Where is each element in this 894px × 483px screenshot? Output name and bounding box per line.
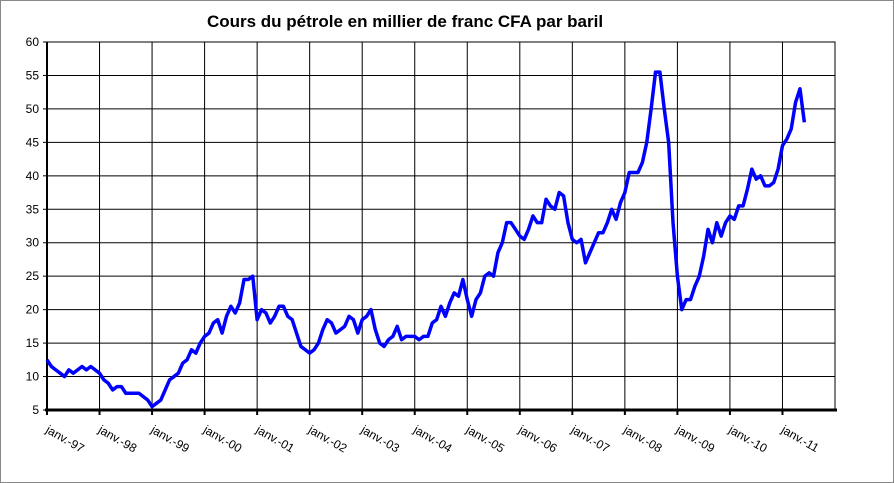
y-tick-label: 45 [26, 135, 40, 149]
y-tick-label: 55 [26, 68, 40, 82]
y-tick-label: 20 [26, 303, 40, 317]
plot-area [46, 41, 836, 411]
y-tick-label: 15 [26, 336, 40, 350]
y-tick-label: 5 [32, 403, 39, 417]
line-series [45, 70, 807, 409]
y-tick-label: 60 [26, 35, 40, 49]
y-tick-label: 40 [26, 169, 40, 183]
y-tick-label: 30 [26, 236, 40, 250]
chart-title: Cours du pétrole en millier de franc CFA… [207, 12, 603, 31]
y-tick-label: 25 [26, 269, 40, 283]
y-tick-label: 35 [26, 202, 40, 216]
y-tick-label: 50 [26, 102, 40, 116]
y-tick-label: 10 [26, 370, 40, 384]
